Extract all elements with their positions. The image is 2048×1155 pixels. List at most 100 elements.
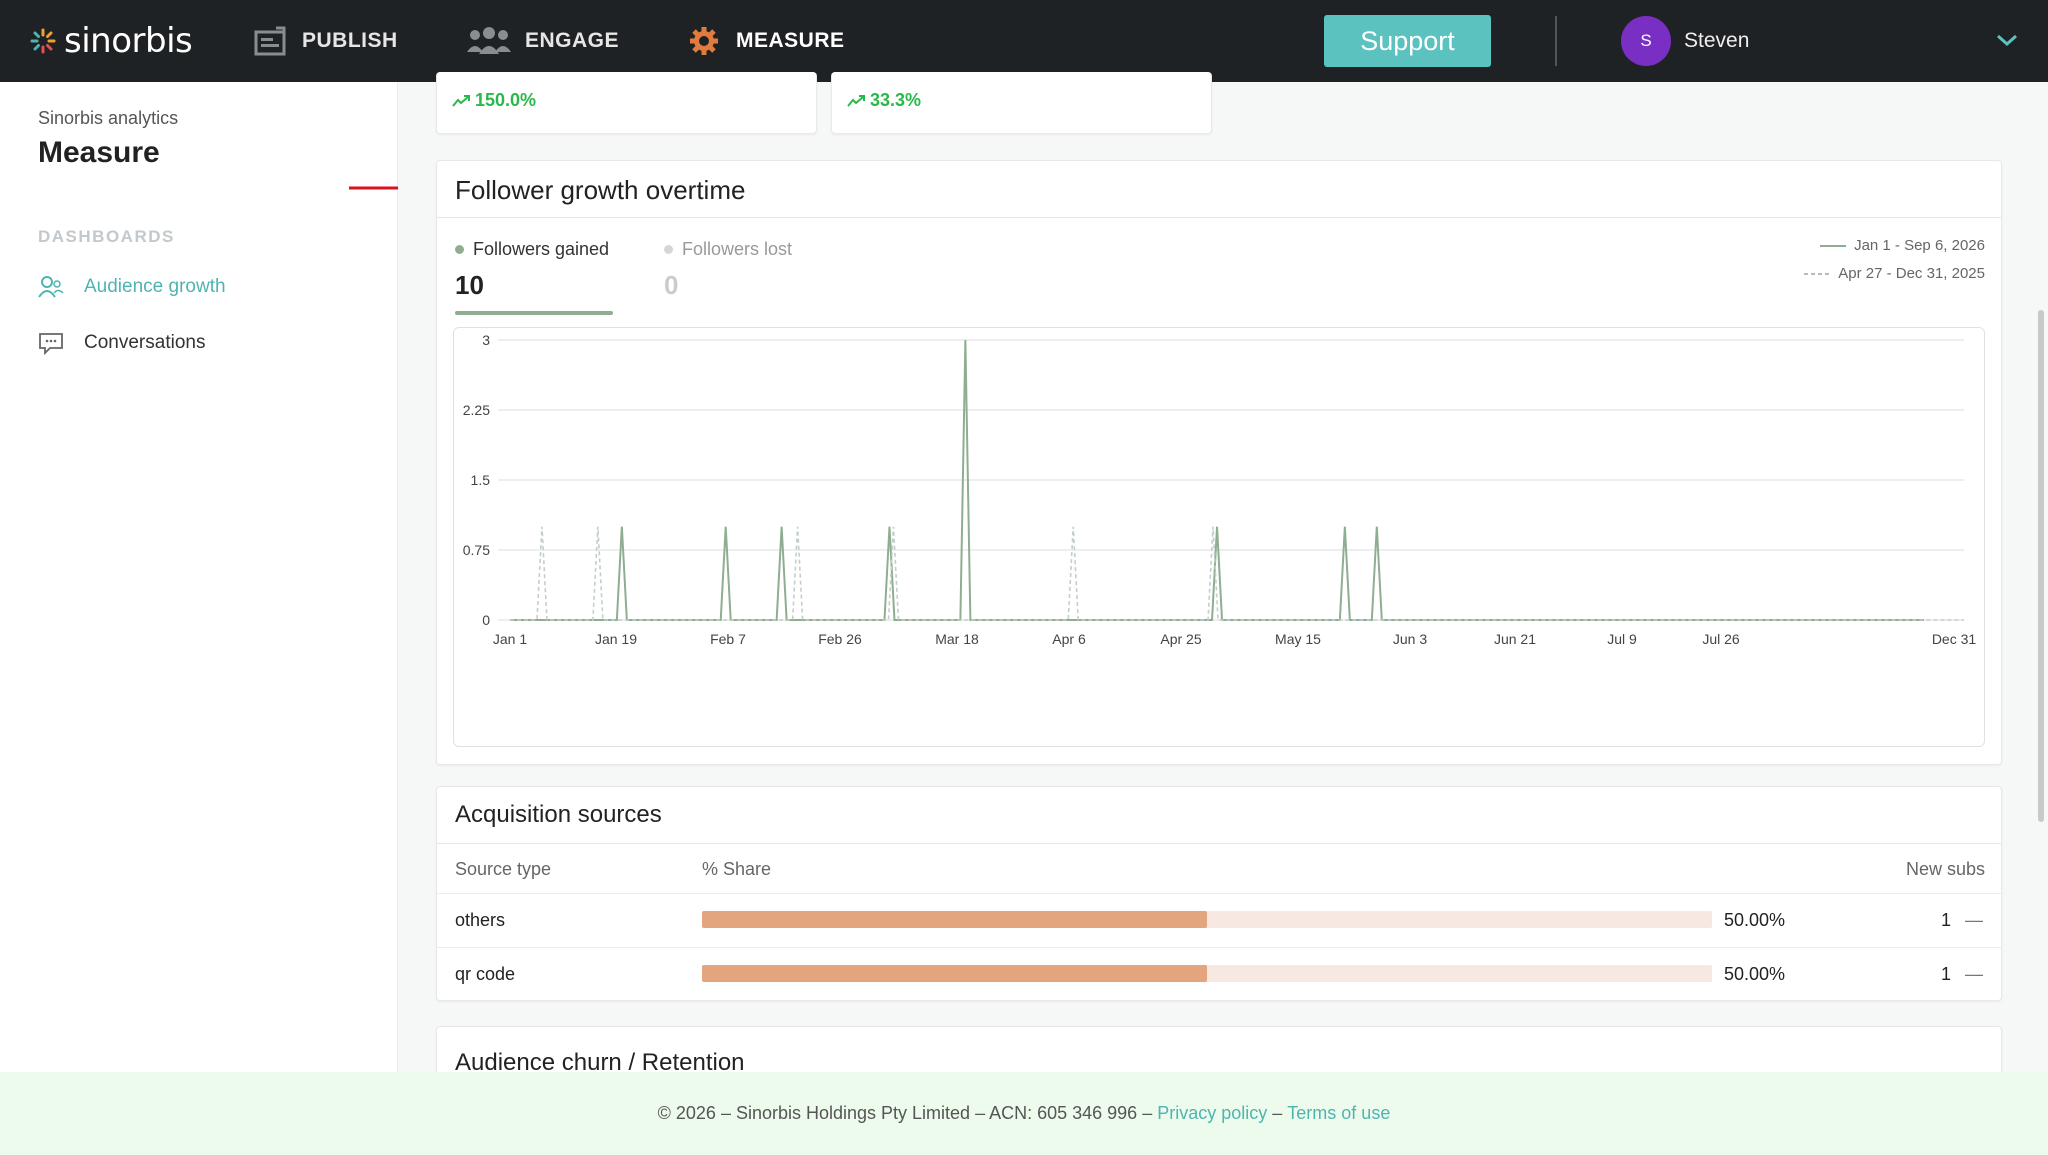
x-tick-label: Jan 1 [493, 631, 527, 647]
sidebar-subtitle: Sinorbis analytics [38, 108, 179, 128]
metric-value: 0 [664, 270, 679, 300]
new-subs-value: 1 [1940, 964, 1951, 984]
legend-label: Apr 27 - Dec 31, 2025 [1838, 265, 1985, 282]
top-navigation-bar: sinorbis PUBLISH ENGAGE [0, 0, 2048, 82]
sidebar-item-label: Conversations [84, 332, 206, 353]
privacy-policy-link[interactable]: Privacy policy [1157, 1103, 1268, 1123]
legend-line [1804, 272, 1831, 275]
user-name[interactable]: Steven [1684, 29, 1750, 52]
x-tick-label: Dec 31 [1932, 631, 1977, 647]
card-title: Acquisition sources [455, 801, 662, 828]
page-title: Measure [38, 136, 160, 169]
legend-dot [455, 245, 464, 254]
divider [437, 843, 2001, 844]
publish-icon [254, 26, 286, 56]
nav-publish[interactable]: PUBLISH [254, 0, 398, 82]
sinorbis-logo[interactable]: sinorbis [30, 18, 193, 64]
logo-icon [30, 28, 56, 54]
metric-followers-lost[interactable]: Followers lost 0 [664, 239, 792, 301]
share-value: 50.00% [1724, 910, 1786, 930]
kpi-value: 33.3% [870, 90, 922, 110]
kpi-change: 150.0% [452, 90, 536, 111]
sidebar-item-audience-growth[interactable]: Audience growth [38, 272, 226, 302]
x-tick-label: Jul 26 [1702, 631, 1740, 647]
series-line-current [510, 339, 1924, 621]
column-header-share: % Share [702, 859, 772, 879]
kpi-change: 33.3% [847, 90, 921, 111]
y-tick-label: 1.5 [471, 472, 491, 488]
terms-of-use-link[interactable]: Terms of use [1287, 1103, 1391, 1123]
legend-label: Jan 1 - Sep 6, 2026 [1854, 237, 1985, 254]
x-tick-label: Jan 19 [595, 631, 637, 647]
table-row: others 50.00% 1 — [437, 893, 2001, 947]
card-title: Follower growth overtime [455, 175, 746, 205]
x-tick-label: Apr 6 [1052, 631, 1086, 647]
line-chart: 0 0.75 1.5 2.25 3 Jan 1 Jan 19 Feb 7 Feb 26 Mar 1… [453, 327, 1985, 747]
metric-selected-indicator [455, 311, 613, 315]
metric-label: Followers gained [473, 239, 610, 259]
share-bar [702, 965, 1712, 982]
kpi-card: 150.0% [436, 72, 817, 134]
support-button[interactable]: Support [1324, 15, 1491, 67]
avatar[interactable]: S [1621, 16, 1671, 66]
divider [437, 217, 2001, 218]
main-content: 150.0% 33.3% Follower growth overtime Fo… [398, 72, 2048, 1106]
legend-dot [664, 245, 673, 254]
footer-separator: – [1272, 1103, 1283, 1123]
metric-followers-gained[interactable]: Followers gained 10 [455, 239, 609, 301]
x-tick-label: Apr 25 [1160, 631, 1201, 647]
nav-measure-label: MEASURE [736, 29, 845, 52]
legend-previous-period: Apr 27 - Dec 31, 2025 [1585, 265, 1985, 282]
nav-measure[interactable]: MEASURE [688, 0, 845, 82]
y-tick-label: 3 [482, 332, 490, 348]
source-type: others [455, 910, 506, 930]
share-bar [702, 911, 1712, 928]
sidebar: Sinorbis analytics Measure DASHBOARDS Au… [0, 82, 398, 1072]
chat-icon [39, 333, 63, 355]
series-line-previous [510, 526, 1964, 621]
users-icon [467, 27, 511, 54]
y-tick-label: 0 [482, 612, 490, 628]
y-tick-label: 0.75 [463, 542, 490, 558]
audience-icon [38, 276, 64, 298]
nav-engage-label: ENGAGE [525, 29, 620, 52]
gear-icon [690, 27, 718, 55]
nav-publish-label: PUBLISH [302, 29, 398, 52]
sidebar-section-label: DASHBOARDS [38, 227, 175, 246]
chevron-down-icon[interactable] [1995, 30, 2019, 50]
share-bar-fill [702, 965, 1207, 982]
chart-svg: 0 0.75 1.5 2.25 3 Jan 1 Jan 19 Feb 7 Feb 26 Mar 1… [463, 332, 1977, 647]
trend-indicator: — [1965, 910, 1983, 930]
metric-label: Followers lost [682, 239, 793, 259]
trend-up-icon [452, 94, 470, 107]
trend-indicator: — [1965, 964, 1983, 984]
y-tick-label: 2.25 [463, 402, 490, 418]
follower-growth-card: Follower growth overtime Followers gaine… [436, 160, 2002, 765]
x-tick-label: Jun 21 [1494, 631, 1536, 647]
x-tick-label: Feb 7 [710, 631, 746, 647]
new-subs-value: 1 [1940, 910, 1951, 930]
table-row: qr code 50.00% 1 — [437, 947, 2001, 1001]
nav-divider [1555, 16, 1557, 66]
kpi-card: 33.3% [831, 72, 1212, 134]
metric-value: 10 [455, 270, 484, 300]
x-tick-label: Feb 26 [818, 631, 862, 647]
x-tick-label: Jul 9 [1607, 631, 1637, 647]
x-tick-label: Mar 18 [935, 631, 979, 647]
legend-current-period: Jan 1 - Sep 6, 2026 [1585, 237, 1985, 254]
sidebar-item-conversations[interactable]: Conversations [38, 328, 205, 358]
kpi-value: 150.0% [475, 90, 537, 110]
legend-line [1820, 244, 1847, 247]
nav-engage[interactable]: ENGAGE [465, 0, 619, 82]
trend-up-icon [847, 94, 865, 107]
card-title: Audience churn / Retention [455, 1049, 745, 1076]
footer: © 2026 – Sinorbis Holdings Pty Limited –… [0, 1072, 2048, 1155]
share-value: 50.00% [1724, 964, 1786, 984]
sidebar-item-label: Audience growth [84, 276, 226, 297]
source-type: qr code [455, 964, 516, 984]
x-tick-label: May 15 [1275, 631, 1321, 647]
column-header-subs: New subs [1905, 859, 1985, 879]
brand-name: sinorbis [64, 21, 193, 61]
scrollbar[interactable] [2038, 310, 2044, 822]
x-tick-label: Jun 3 [1393, 631, 1427, 647]
